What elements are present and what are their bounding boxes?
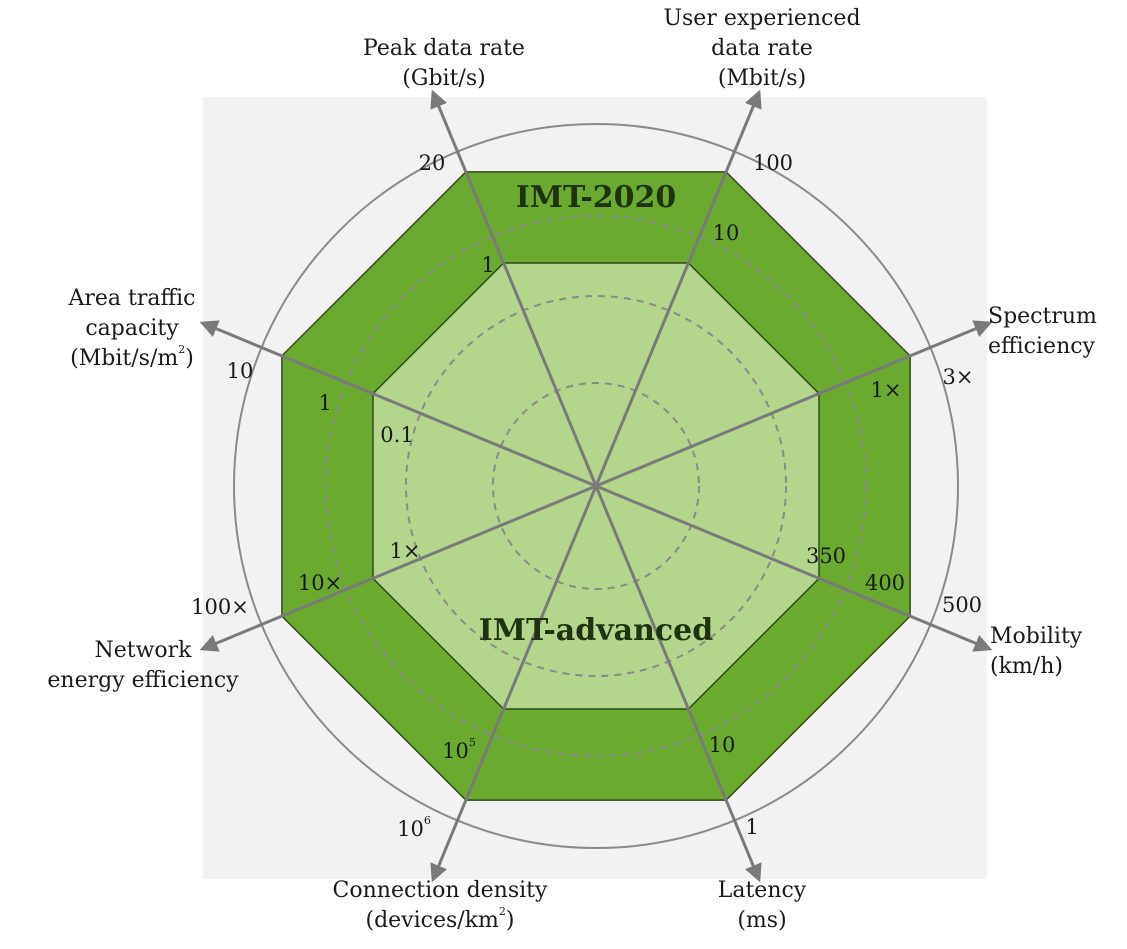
- tick-mobility-intermediate: 400: [865, 571, 905, 595]
- axis-title-area-line2: capacity: [85, 316, 179, 341]
- axis-line-peak: [430, 89, 598, 487]
- axis-title-peak-line2: (Gbit/s): [402, 66, 485, 91]
- axis-title-spectrum-line1: Spectrum: [988, 304, 1097, 329]
- dashed-circle-3: [325, 215, 867, 757]
- tick-spectrum-imt-advanced: 1×: [871, 378, 902, 402]
- tick-area-imt-2020: 10: [227, 359, 254, 383]
- axis-line-area: [199, 320, 597, 488]
- axis-title-user-line3: (Mbit/s): [718, 66, 806, 91]
- axis-line-spectrum: [595, 320, 993, 488]
- tick-latency-imt-2020: 1: [745, 815, 758, 839]
- axis-title-mobility-line1: Mobility: [990, 624, 1083, 649]
- dashed-circle-2: [405, 295, 787, 677]
- axis-title-latency-line1: Latency: [718, 878, 807, 903]
- tick-user-imt-advanced: 10: [713, 221, 740, 245]
- axis-line-mobility: [595, 484, 993, 652]
- axis-title-user-line2: data rate: [711, 36, 813, 61]
- tick-peak-imt-advanced: 1: [481, 253, 494, 277]
- tick-area-imt-advanced: 0.1: [380, 423, 413, 447]
- axis-line-user: [594, 89, 762, 487]
- axis-title-latency-line2: (ms): [737, 908, 786, 933]
- tick-area-intermediate: 1: [318, 391, 331, 415]
- tick-mobility-imt-advanced: 350: [806, 544, 846, 568]
- axis-title-area-line1: Area traffic: [68, 286, 196, 311]
- tick-spectrum-imt-2020: 3×: [943, 365, 974, 389]
- axis-title-connection-line1: Connection density: [333, 878, 548, 903]
- tick-connection-imt-advanced: 105: [442, 736, 476, 763]
- axis-title-peak-line1: Peak data rate: [363, 36, 525, 61]
- series-label-imt-2020: IMT-2020: [516, 180, 677, 215]
- axis-title-mobility-line2: (km/h): [990, 654, 1063, 679]
- tick-energy-imt-2020: 100×: [191, 595, 249, 619]
- tick-user-imt-2020: 100: [753, 151, 793, 175]
- tick-mobility-imt-2020: 500: [942, 593, 982, 617]
- tick-connection-imt-2020: 106: [397, 814, 431, 841]
- tick-energy-intermediate: 10×: [298, 571, 342, 595]
- axis-line-latency: [594, 485, 762, 883]
- series-label-imt-advanced: IMT-advanced: [479, 613, 714, 648]
- tick-latency-imt-advanced: 10: [709, 733, 736, 757]
- tick-peak-imt-2020: 20: [419, 151, 446, 175]
- axis-line-connection: [430, 485, 598, 883]
- axis-line-energy: [199, 484, 597, 652]
- axis-title-spectrum-line2: efficiency: [988, 334, 1096, 359]
- axis-title-energy-line2: energy efficiency: [47, 668, 239, 693]
- axis-title-user-line1: User experienced: [663, 6, 860, 31]
- tick-energy-imt-advanced: 1×: [390, 539, 421, 563]
- axis-title-area-line3: (Mbit/s/m2): [70, 343, 194, 371]
- outer-circle: [233, 123, 959, 849]
- axis-title-connection-line2: (devices/km2): [366, 905, 515, 933]
- dashed-circle-1: [492, 382, 700, 590]
- axis-title-energy-line1: Network: [94, 638, 192, 663]
